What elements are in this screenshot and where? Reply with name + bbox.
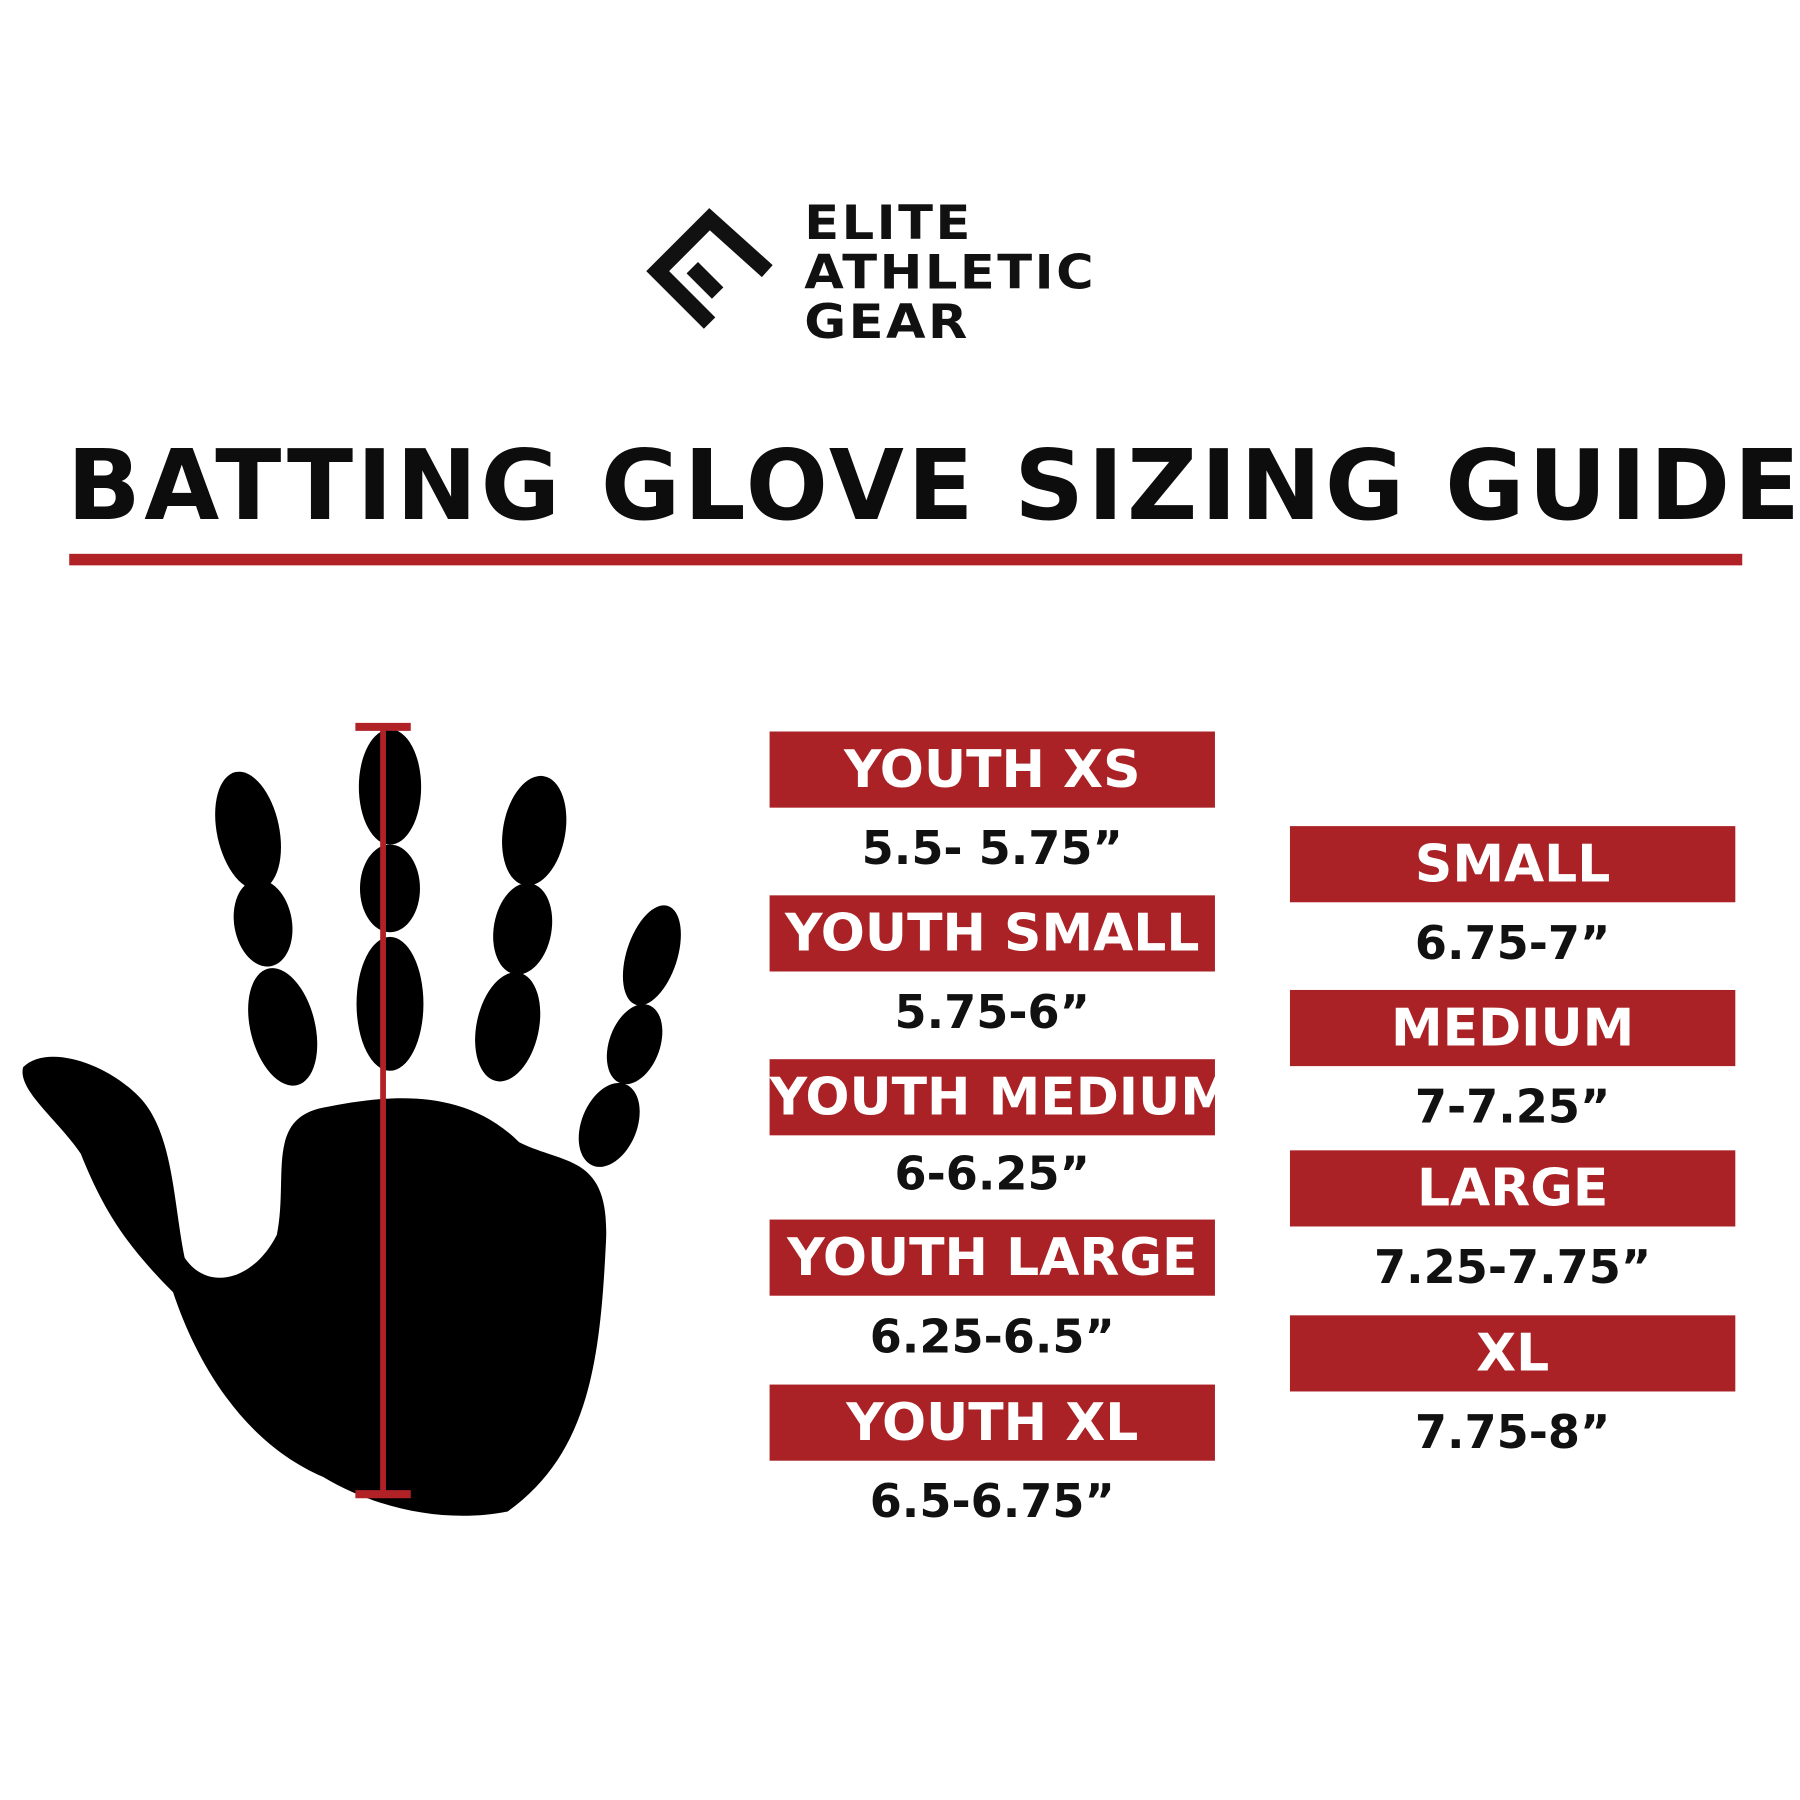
adult-sizes-column: SMALL 6.75-7” MEDIUM 7-7.25” LARGE 7.25-… [1289,826,1736,1460]
size-label: YOUTH XL [769,1384,1215,1461]
size-range: 5.5- 5.75” [861,822,1123,876]
size-label: MEDIUM [1289,989,1736,1067]
size-range: 6.75-7” [1414,917,1611,971]
size-label: YOUTH XS [769,731,1215,808]
size-label: YOUTH SMALL [769,895,1215,972]
hand-measurement-icon [22,722,681,1516]
size-range: 7-7.25” [1414,1081,1611,1135]
size-label: SMALL [1289,826,1736,903]
size-label: LARGE [1289,1150,1736,1227]
title-underline [69,553,1743,566]
size-range: 6.5-6.75” [869,1475,1115,1529]
page-title: BATTING GLOVE SIZING GUIDE [66,429,1800,543]
logo-line: ATHLETIC [804,244,1097,300]
size-range: 7.75-8” [1414,1406,1611,1460]
size-range: 6.25-6.5” [869,1310,1115,1364]
size-range: 5.75-6” [894,986,1090,1040]
brand-logo-text: ELITE ATHLETIC GEAR [804,198,1096,347]
logo-line: ELITE [804,194,973,251]
size-range: 7.25-7.75” [1374,1241,1652,1295]
size-label: YOUTH LARGE [769,1219,1215,1296]
e-chevron-logo-icon [646,208,773,329]
logo-line: GEAR [804,294,970,350]
size-range: 6-6.25” [894,1148,1090,1202]
size-label: XL [1289,1315,1736,1392]
size-label: YOUTH MEDIUM [769,1059,1232,1136]
youth-sizes-column: YOUTH XS 5.5- 5.75” YOUTH SMALL 5.75-6” … [769,731,1232,1529]
